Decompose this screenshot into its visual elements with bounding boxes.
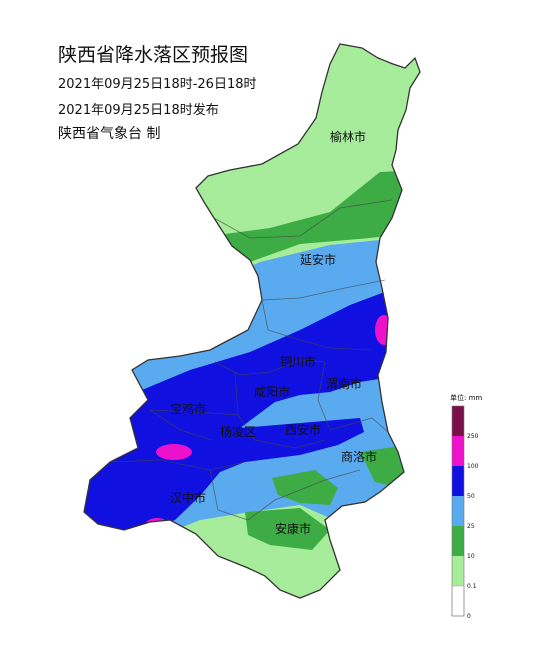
legend-tick-25: 25 bbox=[467, 523, 475, 530]
legend: 单位: mm 250 100 50 25 10 0.1 0 bbox=[450, 393, 482, 620]
city-label-xianyang: 咸阳市 bbox=[254, 384, 290, 399]
legend-swatch-10-25 bbox=[452, 526, 464, 556]
legend-swatch-100-250 bbox=[452, 436, 464, 466]
legend-tick-100: 100 bbox=[467, 463, 479, 470]
city-label-yanan: 延安市 bbox=[300, 252, 336, 267]
legend-tick-0-1: 0.1 bbox=[467, 583, 477, 590]
legend-swatch-0-1-10 bbox=[452, 556, 464, 586]
legend-swatch-50-100 bbox=[452, 466, 464, 496]
city-label-baoji: 宝鸡市 bbox=[170, 401, 206, 416]
map-title: 陕西省降水落区预报图 bbox=[58, 44, 249, 66]
rain-zone-100-250-south bbox=[146, 518, 168, 530]
city-label-hanzhong: 汉中市 bbox=[170, 490, 206, 505]
legend-tick-10: 10 bbox=[467, 553, 475, 560]
city-label-ankang: 安康市 bbox=[275, 521, 311, 536]
rain-zone-100-250-east bbox=[375, 315, 393, 345]
rain-zone-10-25-north bbox=[180, 170, 420, 270]
city-label-tongchuan: 铜川市 bbox=[280, 354, 316, 369]
legend-tick-0: 0 bbox=[467, 613, 471, 620]
city-label-shangluo: 商洛市 bbox=[341, 449, 377, 464]
legend-tick-50: 50 bbox=[467, 493, 475, 500]
forecast-period: 2021年09月25日18时-26日18时 bbox=[58, 77, 257, 92]
issue-time: 2021年09月25日18时发布 bbox=[58, 103, 219, 118]
legend-swatch-0-0-1 bbox=[451, 585, 465, 617]
legend-swatch-25-50 bbox=[452, 496, 464, 526]
rain-zone-10-25-south-1 bbox=[272, 470, 338, 505]
legend-swatch-250-plus bbox=[452, 406, 464, 436]
city-label-yulin: 榆林市 bbox=[330, 129, 366, 144]
legend-tick-250: 250 bbox=[467, 433, 479, 440]
producer-label: 陕西省气象台 制 bbox=[58, 126, 161, 142]
province-outline bbox=[83, 43, 421, 599]
legend-unit: 单位: mm bbox=[450, 393, 482, 402]
rain-zone-100-250-baoji bbox=[156, 444, 192, 460]
rain-zone-50-100 bbox=[84, 288, 420, 540]
city-label-weinan: 渭南市 bbox=[326, 376, 362, 391]
city-label-xian: 西安市 bbox=[285, 422, 321, 437]
rain-zone-10-25-south-3 bbox=[245, 508, 330, 550]
city-boundaries bbox=[109, 199, 393, 521]
city-label-yangling: 杨凌区 bbox=[220, 424, 256, 439]
